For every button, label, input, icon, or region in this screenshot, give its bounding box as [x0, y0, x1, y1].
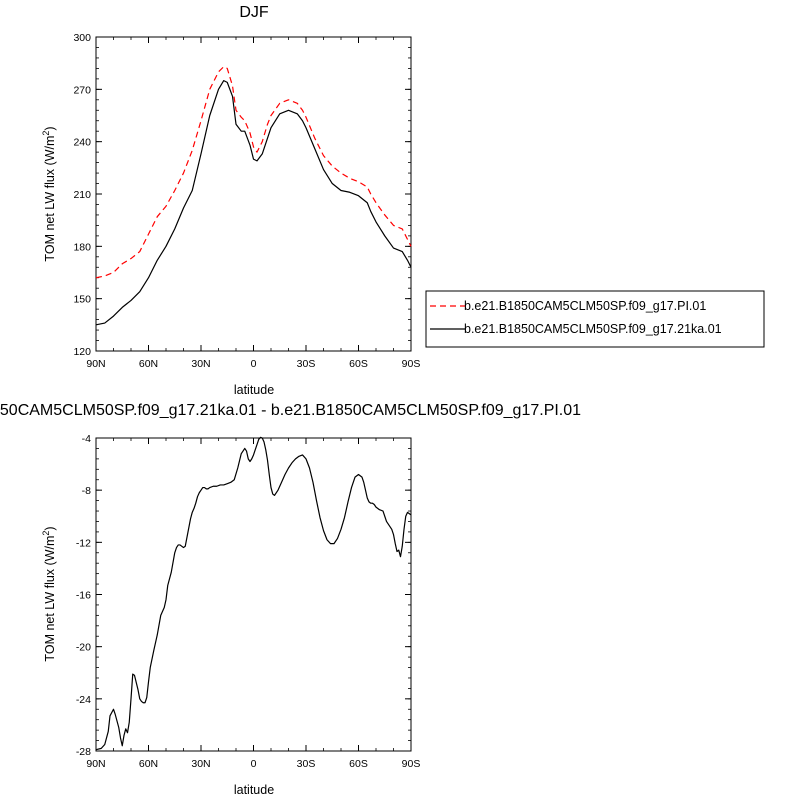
legend-label-pi: b.e21.B1850CAM5CLM50SP.f09_g17.PI.01: [464, 299, 706, 313]
x-tick-label: 60S: [349, 758, 368, 770]
y-tick-label: 300: [73, 32, 91, 44]
y-tick-label: -4: [82, 433, 91, 445]
x-tick-label: 90N: [86, 758, 105, 770]
x-tick-label: 90S: [402, 758, 421, 770]
x-tick-label: 30S: [297, 358, 316, 370]
top-y-axis-label: TOM net LW flux (W/m2): [41, 126, 57, 261]
y-tick-label: 180: [73, 241, 91, 253]
series-line-1: [95, 80, 412, 326]
bottom-x-axis-label: latitude: [234, 783, 274, 797]
y-tick-label: -16: [76, 590, 91, 602]
x-tick-label: 0: [251, 358, 257, 370]
y-tick-label: 210: [73, 189, 91, 201]
bottom-y-axis-label: TOM net LW flux (W/m2): [41, 526, 57, 661]
top-axis-ticks: 90N 60N 30N 0 30S 60S 90S 120 150 180 210 240 270 300: [73, 32, 420, 370]
y-tick-label: -24: [76, 694, 91, 706]
bottom-series-lines: [95, 436, 412, 751]
y-tick-label: 120: [73, 346, 91, 358]
y-tick-label: 240: [73, 137, 91, 149]
series-line-0: [95, 436, 412, 751]
top-plot-frame: [95, 36, 412, 352]
x-tick-label: 30S: [297, 758, 316, 770]
x-tick-label: 30N: [191, 758, 210, 770]
bottom-axis-ticks: 90N 60N 30N 0 30S 60S 90S -4 -8 -12 -16 -20 -24 -28: [76, 433, 421, 770]
legend-box: [425, 290, 765, 348]
y-tick-label: -20: [76, 642, 91, 654]
bottom-panel: b.e21.B1850CAM5CLM50SP.f09_g17.21ka.01 -…: [0, 402, 581, 797]
y-tick-label: -8: [82, 485, 91, 497]
top-panel-title: DJF: [239, 4, 269, 21]
series-line-0: [95, 66, 412, 279]
x-tick-label: 60N: [139, 758, 158, 770]
x-tick-label: 60S: [349, 358, 368, 370]
y-tick-label: 270: [73, 84, 91, 96]
legend: b.e21.B1850CAM5CLM50SP.f09_g17.PI.01 b.e…: [425, 290, 765, 348]
legend-label-21ka: b.e21.B1850CAM5CLM50SP.f09_g17.21ka.01: [464, 322, 722, 336]
bottom-panel-title: b.e21.B1850CAM5CLM50SP.f09_g17.21ka.01 -…: [0, 402, 581, 419]
x-tick-label: 90S: [402, 358, 421, 370]
x-tick-label: 60N: [139, 358, 158, 370]
x-tick-label: 30N: [191, 358, 210, 370]
y-tick-label: 150: [73, 294, 91, 306]
x-tick-label: 90N: [86, 358, 105, 370]
top-panel: DJF 90N 60N 30N 0 30S 60S 90S 120 150 180 210 240 27…: [41, 4, 420, 397]
x-tick-label: 0: [251, 758, 257, 770]
y-tick-label: -12: [76, 537, 91, 549]
top-series-lines: [95, 66, 412, 326]
top-x-axis-label: latitude: [234, 383, 274, 397]
y-tick-label: -28: [76, 746, 91, 758]
